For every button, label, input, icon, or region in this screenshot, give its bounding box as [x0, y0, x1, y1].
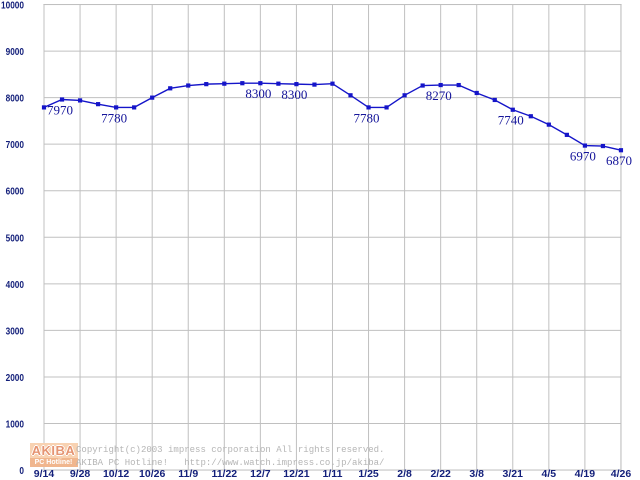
- svg-text:3/21: 3/21: [503, 468, 524, 480]
- svg-text:8270: 8270: [426, 88, 452, 103]
- svg-text:6970: 6970: [570, 149, 596, 164]
- svg-text:4/19: 4/19: [575, 468, 596, 480]
- svg-text:7740: 7740: [498, 113, 524, 128]
- svg-text:3000: 3000: [6, 325, 25, 337]
- svg-text:0: 0: [19, 465, 24, 477]
- svg-text:10000: 10000: [1, 0, 24, 12]
- svg-text:7780: 7780: [354, 110, 380, 125]
- svg-text:10/12: 10/12: [103, 468, 129, 480]
- svg-text:9000: 9000: [6, 46, 25, 58]
- svg-text:3/8: 3/8: [469, 468, 484, 480]
- svg-text:7780: 7780: [101, 110, 127, 125]
- svg-text:1000: 1000: [6, 418, 25, 430]
- svg-text:4/26: 4/26: [611, 468, 632, 480]
- svg-text:6870: 6870: [606, 153, 632, 168]
- svg-text:7000: 7000: [6, 139, 25, 151]
- svg-text:8000: 8000: [6, 93, 25, 105]
- svg-text:12/21: 12/21: [283, 468, 309, 480]
- svg-text:8300: 8300: [281, 87, 307, 102]
- svg-text:2000: 2000: [6, 372, 25, 384]
- svg-text:4000: 4000: [6, 279, 25, 291]
- svg-text:11/22: 11/22: [211, 468, 237, 480]
- svg-text:9/14: 9/14: [34, 468, 55, 480]
- svg-text:6000: 6000: [6, 186, 25, 198]
- svg-text:2/22: 2/22: [430, 468, 451, 480]
- svg-text:10/26: 10/26: [139, 468, 165, 480]
- svg-text:2/8: 2/8: [397, 468, 412, 480]
- svg-text:1/11: 1/11: [323, 468, 343, 480]
- svg-text:1/25: 1/25: [358, 468, 379, 480]
- svg-text:4/5: 4/5: [542, 468, 557, 480]
- svg-text:5000: 5000: [6, 232, 25, 244]
- svg-text:8300: 8300: [245, 86, 271, 101]
- svg-text:12/7: 12/7: [250, 468, 271, 480]
- svg-text:7970: 7970: [47, 103, 73, 118]
- svg-text:9/28: 9/28: [70, 468, 91, 480]
- svg-text:11/9: 11/9: [178, 468, 198, 480]
